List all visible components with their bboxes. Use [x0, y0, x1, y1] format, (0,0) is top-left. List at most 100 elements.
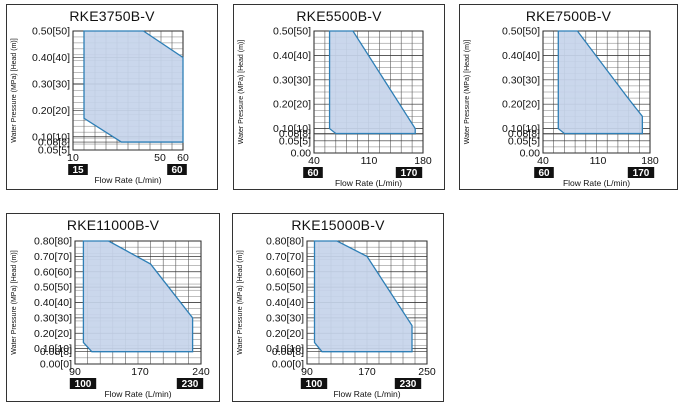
flow-badge-label: 60 [307, 168, 319, 179]
y-tick-label: 0.00 [291, 148, 312, 160]
y-tick-label: 0.00[0] [272, 359, 304, 371]
flow-badge [68, 164, 88, 175]
y-tick-label: 0.50[50] [266, 282, 304, 294]
y-axis-label: Water Pressure (MPa) [Head (m)] [11, 250, 18, 354]
flow-badge [176, 378, 204, 389]
x-tick-label: 10 [67, 152, 79, 164]
y-tick-label: 0.30[30] [32, 78, 70, 90]
y-tick-label: 0.40[40] [273, 50, 311, 62]
y-tick-label: 0.20[20] [273, 99, 311, 111]
x-tick-label: 170 [358, 366, 376, 378]
y-tick-label: 0.10[10] [502, 123, 540, 135]
y-tick-label: 0.20[20] [34, 328, 72, 340]
chart-title: RKE15000B-V [291, 217, 385, 233]
y-tick-label: 0.10[10] [32, 131, 70, 143]
y-tick-label: 0.05[5] [508, 135, 540, 147]
y-tick-label: 0.00 [520, 148, 541, 160]
x-tick-label: 180 [414, 155, 432, 167]
y-tick-label: 0.30[30] [34, 312, 72, 324]
y-tick-label: 0.08[8] [40, 346, 72, 358]
chart-panel-rke5500b: RKE5500B-V 0.50[50] 0.40[40] 0.30[30] 0.20[… [233, 4, 445, 190]
y-tick-label: 0.10[10] [34, 343, 72, 355]
flow-badge [627, 167, 655, 178]
x-tick-label: 40 [308, 155, 320, 167]
y-tick-label: 0.20[20] [502, 99, 540, 111]
flow-badge [300, 378, 328, 389]
chart-svg: 0.50[50] 0.40[40] 0.30[30] 0.20[20] 0.10[10]… [238, 26, 432, 189]
y-tick-label: 0.50[50] [502, 26, 540, 38]
x-tick-label: 90 [69, 366, 81, 378]
y-tick-label: 0.30[30] [273, 74, 311, 86]
flow-badge-label: 60 [171, 165, 183, 176]
y-tick-label: 0.40[40] [502, 50, 540, 62]
y-tick-label: 0.50[50] [273, 26, 311, 38]
flow-badge-label: 100 [75, 379, 92, 390]
y-tick-label: 0.50[50] [34, 282, 72, 294]
y-tick-label: 0.20[20] [266, 328, 304, 340]
x-axis-label: Flow Rate (L/min) [335, 178, 402, 188]
y-tick-label: 0.30[30] [266, 312, 304, 324]
flow-badge-label: 230 [400, 379, 417, 390]
y-tick-label: 0.40[40] [266, 297, 304, 309]
chart-title: RKE7500B-V [525, 8, 612, 24]
flow-badge [534, 167, 554, 178]
chart-title: RKE11000B-V [66, 217, 160, 233]
flow-badge [69, 378, 97, 389]
y-tick-label: 0.80[80] [34, 236, 72, 248]
operating-range-area [557, 30, 644, 135]
x-tick-label: 170 [131, 366, 149, 378]
x-tick-label: 40 [537, 155, 549, 167]
flow-badge-label: 230 [182, 379, 199, 390]
flow-badge-label: 170 [633, 168, 650, 179]
operating-range-area [82, 240, 194, 353]
y-tick-label: 0.08[8] [272, 346, 304, 358]
y-tick-label: 0.60[60] [34, 266, 72, 278]
y-tick-label: 0.70[70] [266, 251, 304, 263]
y-tick-label: 0.40[40] [34, 297, 72, 309]
y-tick-label: 0.20[20] [32, 105, 70, 117]
x-tick-label: 110 [361, 155, 378, 167]
x-tick-label: 180 [641, 155, 659, 167]
flow-badge [395, 167, 423, 178]
y-axis-label: Water Pressure (MPa) [Head (m)] [11, 38, 18, 142]
y-tick-label: 0.08[8] [38, 137, 70, 149]
y-tick-label: 0.30[30] [502, 74, 540, 86]
y-tick-label: 0.05[5] [279, 135, 311, 147]
flow-badge [167, 164, 187, 175]
operating-range-area [313, 240, 413, 353]
x-tick-label: 250 [418, 366, 436, 378]
x-axis-label: Flow Rate (L/min) [563, 178, 630, 188]
operating-range-area [83, 30, 184, 143]
x-tick-label: 90 [301, 366, 313, 378]
chart-title: RKE5500B-V [296, 8, 382, 24]
chart-panel-rke7500b: RKE7500B-V 0.50[50] 0.40[40] 0.30[30] 0.20[… [459, 4, 678, 190]
chart-panel-rke11000b: RKE11000B-V 0.80[80] 0.70[70] 0.60[60] 0.50… [6, 213, 220, 402]
flow-badge [394, 378, 422, 389]
chart-svg: 0.80[80] 0.70[70] 0.60[60] 0.50[50] 0.40[40]… [11, 236, 210, 400]
y-tick-label: 0.50[50] [32, 26, 70, 38]
chart-svg: 0.50[50] 0.40[40] 0.30[30] 0.20[20] 0.10[10]… [11, 26, 189, 186]
y-tick-label: 0.40[40] [32, 52, 70, 64]
y-tick-label: 0.10[10] [266, 343, 304, 355]
x-tick-label: 50 [154, 152, 166, 164]
chart-panel-rke15000b: RKE15000B-V 0.80[80] 0.70[70] 0.60[60] 0.50… [232, 213, 444, 402]
y-tick-label: 0.05[5] [38, 145, 70, 157]
y-axis-label: Water Pressure (MPa) [Head (m)] [237, 250, 244, 354]
operating-range-area [328, 30, 416, 135]
chart-svg: 0.80[80] 0.70[70] 0.60[60] 0.50[50] 0.40[40]… [237, 236, 436, 400]
y-tick-label: 0.10[10] [273, 123, 311, 135]
x-tick-label: 60 [177, 152, 189, 164]
x-tick-label: 240 [192, 366, 210, 378]
y-tick-label: 0.08[8] [279, 128, 311, 140]
chart-title: RKE3750B-V [69, 8, 155, 24]
chart-svg: 0.50[50] 0.40[40] 0.30[30] 0.20[20] 0.10[10]… [464, 26, 659, 189]
y-tick-label: 0.08[8] [508, 128, 540, 140]
y-axis-label: Water Pressure (MPa) [Head (m)] [464, 40, 471, 144]
y-tick-label: 0.70[70] [34, 251, 72, 263]
flow-badge-label: 170 [401, 168, 418, 179]
y-axis-label: Water Pressure (MPa) [Head (m)] [238, 40, 245, 144]
x-axis-label: Flow Rate (L/min) [333, 389, 400, 399]
chart-panel-rke3750b: RKE3750B-V 0.50[50] 0.40[40] 0.30[30] 0.20[… [6, 4, 218, 190]
flow-badge-label: 15 [72, 165, 84, 176]
x-axis-label: Flow Rate (L/min) [104, 389, 171, 399]
